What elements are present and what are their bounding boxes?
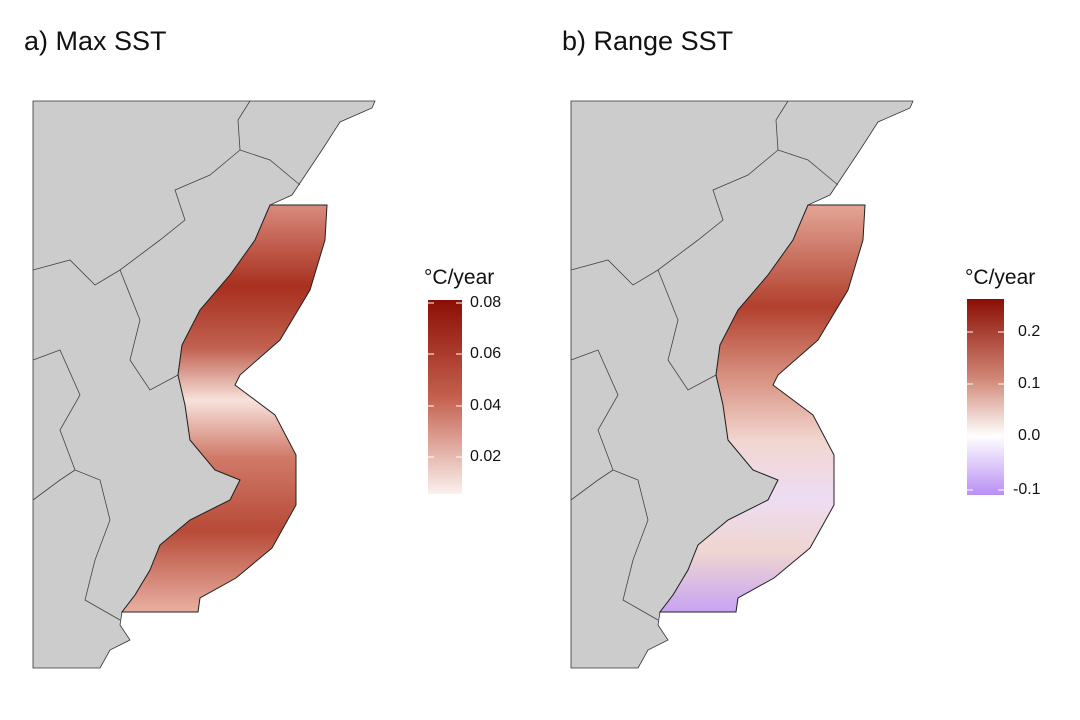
legend-tick: 0.06 xyxy=(470,345,502,362)
panel-title-max-sst: a) Max SST xyxy=(24,26,167,56)
legend-bar-max-sst xyxy=(428,300,462,494)
legend-tick: -0.1 xyxy=(1013,481,1041,498)
legend-ticks xyxy=(428,302,1004,491)
legend-tick: 0.02 xyxy=(470,448,502,465)
panel-title-range-sst: b) Range SST xyxy=(562,26,734,56)
legend-bar-range-sst xyxy=(967,299,1004,495)
legend-tick: 0.1 xyxy=(1018,375,1041,392)
legend-tick: 0.04 xyxy=(470,397,502,414)
map-max-sst xyxy=(32,100,376,669)
legend-tick: 0.08 xyxy=(470,294,502,311)
map-range-sst xyxy=(570,100,914,669)
legend-tick: 0.2 xyxy=(1018,323,1041,340)
legend-tick: 0.0 xyxy=(1018,427,1041,444)
legend-title-max-sst: °C/year xyxy=(424,266,495,289)
legend-title-range-sst: °C/year xyxy=(965,266,1036,289)
